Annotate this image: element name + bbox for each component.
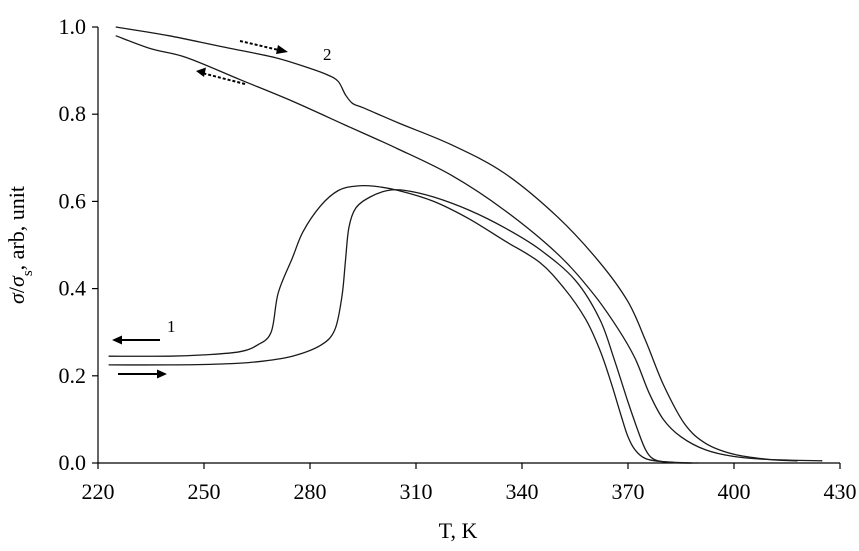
arrow-curve2-cooling (201, 72, 246, 85)
x-tick-label: 400 (718, 479, 751, 504)
curve-label-2: 2 (323, 45, 332, 64)
x-tick-label: 370 (612, 479, 645, 504)
arrow-curve2-heating (239, 40, 284, 52)
x-tick-label: 280 (294, 479, 327, 504)
y-tick-label: 0.0 (59, 450, 87, 475)
arrow-curve2-heating-head (276, 45, 288, 54)
curve-1-heating (108, 189, 699, 464)
x-tick-label: 430 (824, 479, 857, 504)
x-tick-label: 340 (506, 479, 539, 504)
curves (108, 26, 823, 464)
arrow-curve1-cooling-head (112, 335, 122, 345)
arrow-curve1-heating-head (157, 369, 167, 379)
ticks: 220 250 280 310 340 370 400 430 0.0 0.2 0.4 0.6 0.8 1… (59, 14, 857, 504)
y-tick-label: 0.8 (59, 101, 87, 126)
y-axis-title: σ/σs, arb, unit (4, 186, 36, 304)
direction-arrows (112, 40, 288, 379)
arrow-curve2-cooling-head (196, 67, 206, 77)
axes (97, 27, 840, 464)
y-tick-label: 0.2 (59, 363, 87, 388)
x-tick-label: 310 (400, 479, 433, 504)
curve-label-1: 1 (167, 317, 176, 336)
x-axis-title: T, K (439, 518, 478, 543)
curve-2-cooling (115, 35, 823, 462)
curve-2-heating (115, 26, 798, 462)
annotations: 1 2 (167, 45, 332, 336)
y-tick-label: 0.4 (59, 276, 87, 301)
y-tick-label: 0.6 (59, 188, 87, 213)
x-tick-label: 220 (82, 479, 115, 504)
y-tick-label: 1.0 (59, 14, 87, 39)
curve-1-cooling (108, 184, 692, 464)
x-tick-label: 250 (188, 479, 221, 504)
